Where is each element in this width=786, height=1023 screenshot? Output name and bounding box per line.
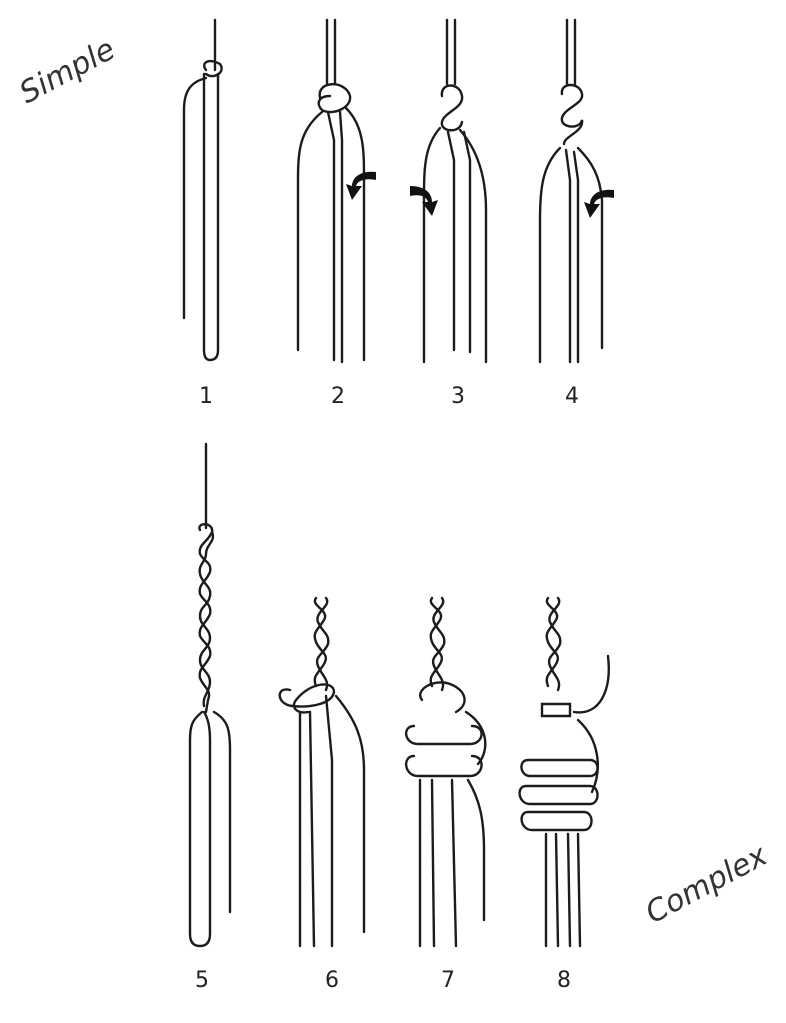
step-label-5: 5: [195, 968, 209, 993]
figure-4: [538, 18, 614, 364]
figure-3: [410, 18, 488, 364]
figure-2: [296, 18, 376, 364]
step-label-7: 7: [441, 968, 455, 993]
figure-5: [188, 442, 232, 948]
step-label-2: 2: [331, 384, 345, 409]
figure-6: [278, 596, 366, 948]
figure-1: [182, 18, 223, 362]
step-label-3: 3: [451, 384, 465, 409]
figure-7: [405, 596, 487, 948]
step-label-6: 6: [325, 968, 339, 993]
step-label-1: 1: [199, 384, 213, 409]
step-label-8: 8: [557, 968, 571, 993]
figure-8: [518, 596, 610, 948]
step-label-4: 4: [565, 384, 579, 409]
